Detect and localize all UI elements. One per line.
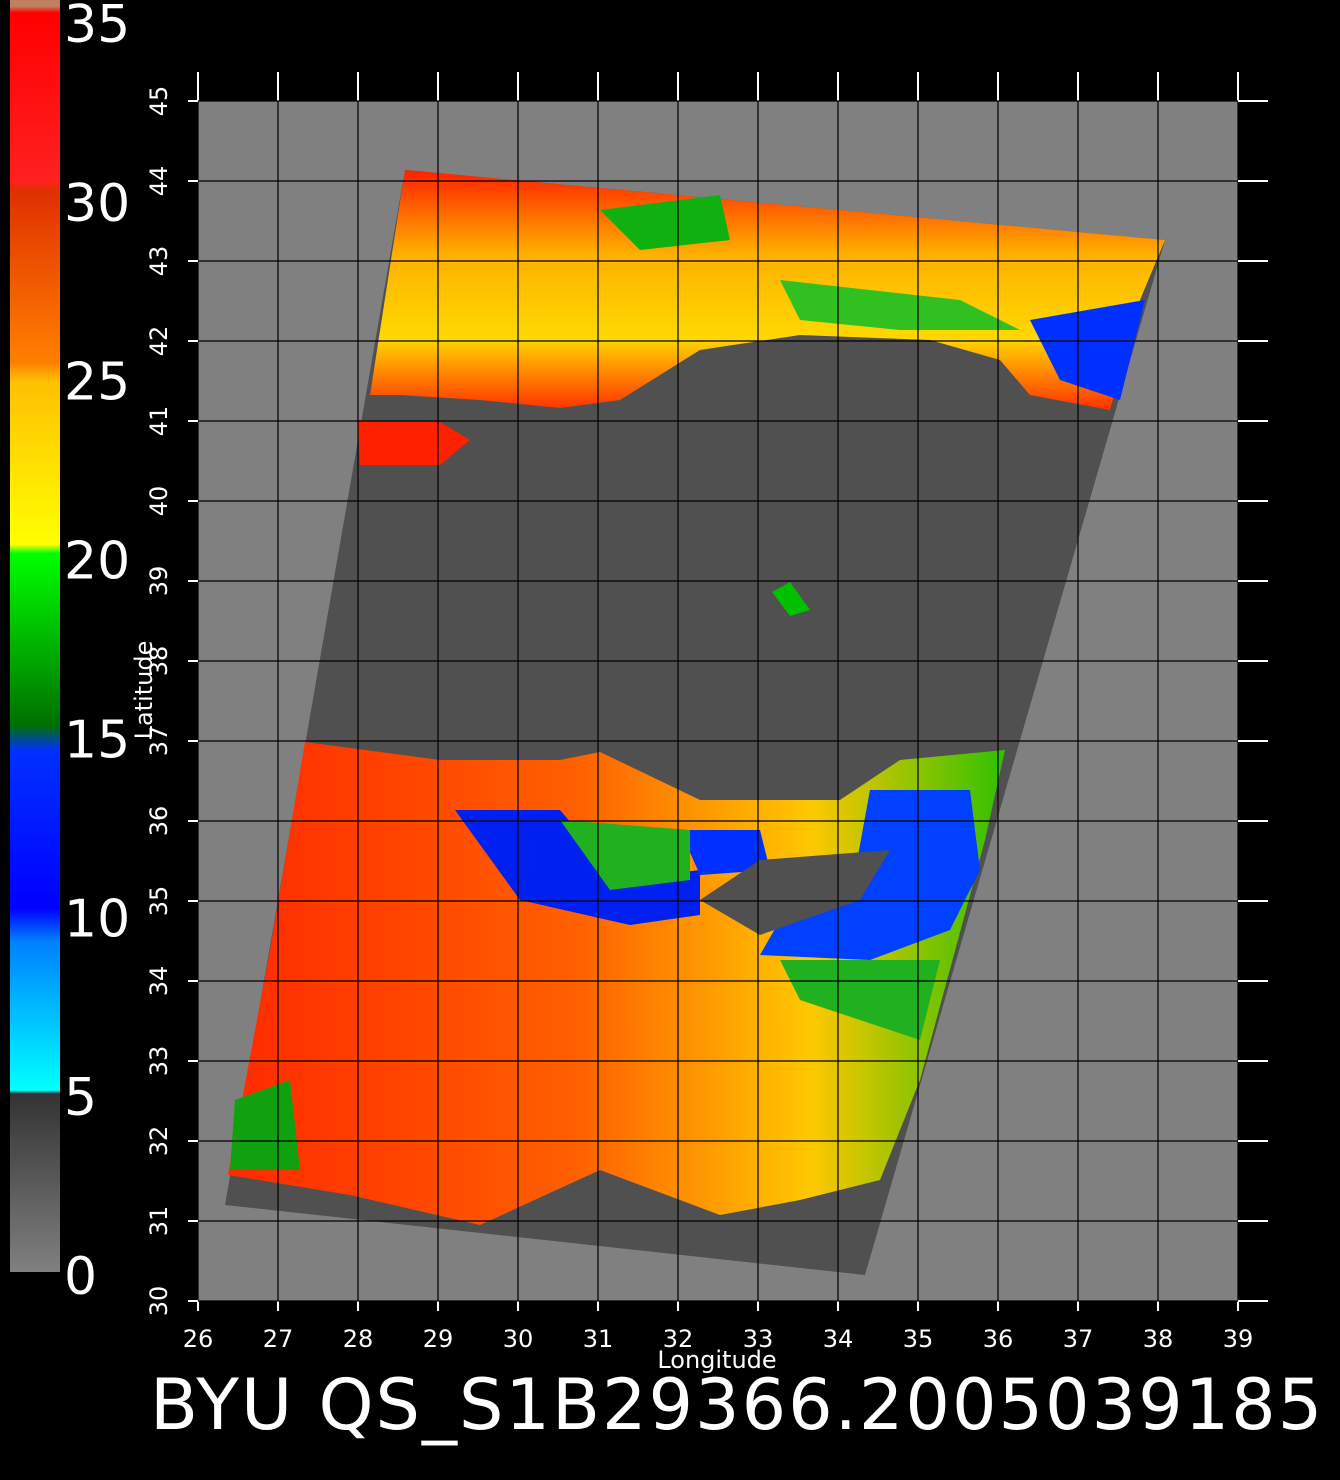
wind-patch (780, 960, 940, 1040)
colorbar-label: 15 (64, 710, 130, 770)
x-tick-label: 35 (903, 1325, 934, 1353)
y-tick-label: 43 (145, 246, 173, 277)
colorbar-label: 20 (64, 532, 130, 592)
colorbar-label: 5 (64, 1068, 97, 1128)
y-tick-label: 34 (145, 966, 173, 997)
x-tick-label: 28 (343, 1325, 374, 1353)
y-tick-label: 30 (145, 1286, 173, 1317)
y-tick-label: 40 (145, 486, 173, 517)
y-tick-label: 39 (145, 566, 173, 597)
y-tick-label: 35 (145, 886, 173, 917)
y-tick-label: 32 (145, 1126, 173, 1157)
y-tick-label: 42 (145, 326, 173, 357)
wind-north (370, 170, 1165, 410)
y-tick-label: 37 (145, 726, 173, 757)
x-tick-label: 31 (583, 1325, 614, 1353)
colorbar-label: 25 (64, 353, 130, 413)
colorbar-label: 35 (64, 0, 130, 55)
y-tick-label: 45 (145, 86, 173, 117)
colorbar-label: 30 (64, 174, 130, 234)
x-tick-label: 27 (263, 1325, 294, 1353)
colorbar-label: 10 (64, 889, 130, 949)
x-tick-label: 39 (1223, 1325, 1254, 1353)
wind-patch (680, 830, 770, 875)
colorbar (10, 0, 60, 1272)
y-tick-label: 33 (145, 1046, 173, 1077)
wind-patch (358, 420, 470, 465)
wind-patch (780, 280, 1020, 330)
y-tick-label: 31 (145, 1206, 173, 1237)
x-tick-label: 38 (1143, 1325, 1174, 1353)
x-tick-label: 29 (423, 1325, 454, 1353)
x-tick-label: 26 (183, 1325, 214, 1353)
wind-patch (600, 195, 730, 250)
x-tick-label: 37 (1063, 1325, 1094, 1353)
wind-patch (772, 582, 810, 616)
wind-patch (1030, 300, 1145, 400)
x-tick-label: 34 (823, 1325, 854, 1353)
wind-patch (455, 810, 700, 925)
x-axis-label: Longitude (657, 1346, 776, 1374)
wind-patch (560, 820, 690, 890)
x-tick-label: 33 (743, 1325, 774, 1353)
x-tick-label: 32 (663, 1325, 694, 1353)
y-tick-label: 44 (145, 166, 173, 197)
wind-patch (230, 1080, 300, 1170)
y-tick-label: 41 (145, 406, 173, 437)
colorbar-label: 0 (64, 1247, 97, 1307)
x-tick-label: 36 (983, 1325, 1014, 1353)
land (700, 850, 890, 935)
y-tick-label: 38 (145, 646, 173, 677)
y-tick-label: 36 (145, 806, 173, 837)
y-axis-label: Latitude (130, 641, 158, 740)
x-tick-label: 30 (503, 1325, 534, 1353)
caption: BYU QS_S1B29366.2005039185 (150, 1364, 1324, 1446)
